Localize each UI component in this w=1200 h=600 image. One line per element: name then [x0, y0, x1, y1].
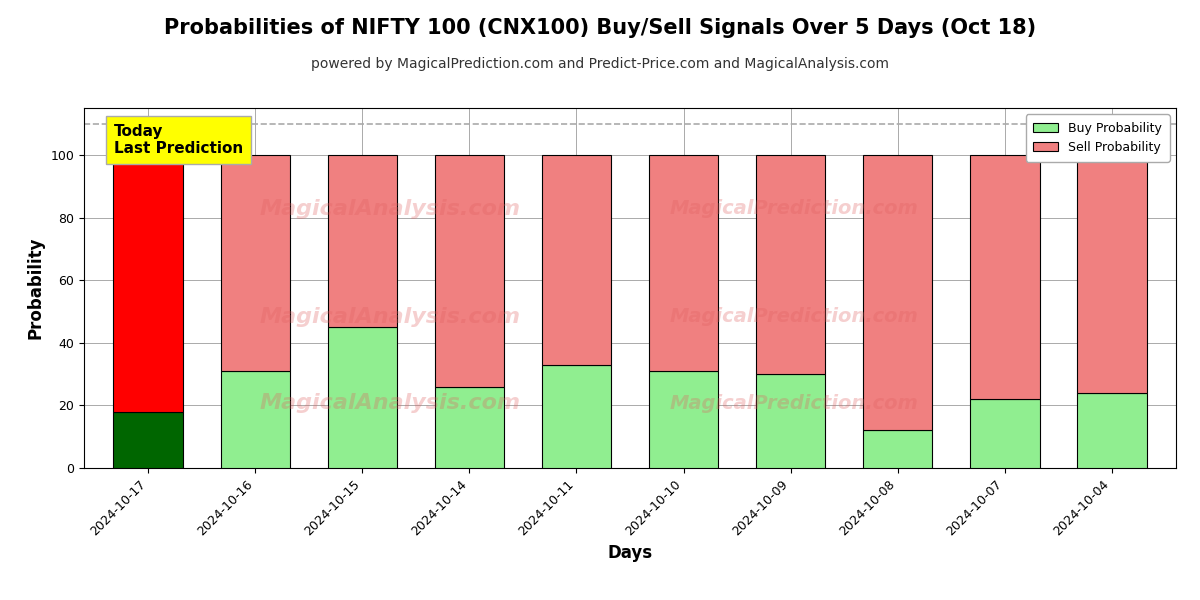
Text: MagicalPrediction.com: MagicalPrediction.com [670, 394, 918, 413]
Text: Probabilities of NIFTY 100 (CNX100) Buy/Sell Signals Over 5 Days (Oct 18): Probabilities of NIFTY 100 (CNX100) Buy/… [164, 18, 1036, 38]
Bar [221, 155, 290, 371]
Legend: Buy Probability, Sell Probability: Buy Probability, Sell Probability [1026, 114, 1170, 161]
Text: MagicalAnalysis.com: MagicalAnalysis.com [259, 307, 521, 327]
Bar [434, 386, 504, 468]
Text: MagicalPrediction.com: MagicalPrediction.com [670, 307, 918, 326]
Text: MagicalAnalysis.com: MagicalAnalysis.com [259, 199, 521, 219]
Bar [756, 374, 826, 468]
Bar [970, 399, 1039, 468]
Bar [863, 155, 932, 430]
Y-axis label: Probability: Probability [26, 237, 44, 339]
Bar [221, 371, 290, 468]
Bar [970, 155, 1039, 399]
Bar [541, 155, 611, 365]
Bar [649, 371, 719, 468]
Bar [328, 327, 397, 468]
Bar [114, 155, 184, 412]
X-axis label: Days: Days [607, 544, 653, 562]
Bar [541, 365, 611, 468]
Text: Today
Last Prediction: Today Last Prediction [114, 124, 244, 156]
Text: MagicalAnalysis.com: MagicalAnalysis.com [259, 393, 521, 413]
Text: MagicalPrediction.com: MagicalPrediction.com [670, 199, 918, 218]
Bar [114, 412, 184, 468]
Bar [434, 155, 504, 386]
Bar [863, 430, 932, 468]
Bar [1076, 155, 1146, 393]
Bar [1076, 393, 1146, 468]
Text: powered by MagicalPrediction.com and Predict-Price.com and MagicalAnalysis.com: powered by MagicalPrediction.com and Pre… [311, 57, 889, 71]
Bar [756, 155, 826, 374]
Bar [649, 155, 719, 371]
Bar [328, 155, 397, 327]
